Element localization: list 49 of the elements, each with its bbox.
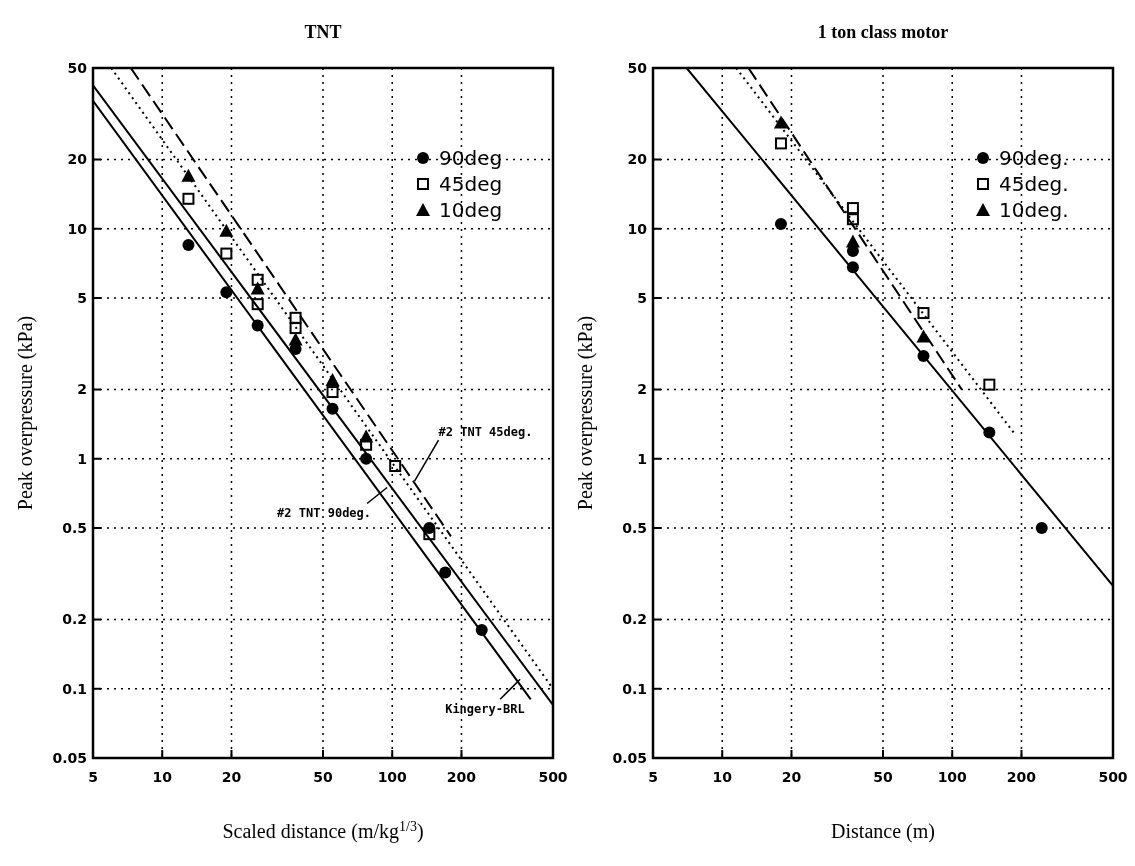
x-tick-label: 10 bbox=[711, 769, 732, 785]
y-tick-label: 0.05 bbox=[611, 749, 647, 766]
x-axis-title: Distance (m) bbox=[830, 820, 935, 843]
y-tick-label: 20 bbox=[67, 151, 88, 168]
x-tick-label: 5 bbox=[647, 769, 658, 785]
y-axis-title: Peak overpressure (kPa) bbox=[14, 315, 37, 511]
legend-label: 90deg bbox=[439, 146, 503, 170]
y-tick-label: 0.2 bbox=[62, 611, 87, 628]
x-tick-label: 50 bbox=[313, 769, 333, 785]
chart-title: 1 ton class motor bbox=[817, 22, 948, 42]
legend-label: 45deg. bbox=[998, 172, 1069, 196]
y-tick-label: 20 bbox=[627, 151, 647, 168]
y-tick-label: 0.1 bbox=[621, 680, 647, 697]
x-tick-label: 20 bbox=[781, 769, 801, 785]
x-tick-label: 100 bbox=[377, 769, 408, 785]
y-tick-label: 1 bbox=[636, 450, 647, 467]
y-tick-label: 50 bbox=[627, 59, 647, 76]
legend-label: 10deg. bbox=[998, 198, 1069, 222]
y-tick-label: 2 bbox=[636, 381, 647, 398]
x-tick-label: 20 bbox=[221, 769, 242, 785]
y-tick-label: 10 bbox=[627, 220, 647, 237]
y-tick-label: 1 bbox=[77, 450, 87, 467]
y-tick-label: 0.2 bbox=[621, 611, 647, 628]
x-tick-label: 10 bbox=[152, 769, 173, 785]
y-axis-title: Peak overpressure (kPa) bbox=[573, 315, 597, 511]
annotation: #2 TNT 45deg. bbox=[438, 425, 533, 440]
y-tick-label: 0.5 bbox=[62, 519, 87, 536]
x-tick-label: 200 bbox=[446, 769, 477, 785]
x-tick-label: 50 bbox=[872, 769, 893, 785]
legend-label: 10deg bbox=[439, 198, 503, 222]
x-tick-label: 100 bbox=[937, 769, 967, 785]
annotation: Kingery-BRL bbox=[445, 702, 525, 717]
y-tick-label: 2 bbox=[77, 381, 87, 398]
legend-label: 90deg. bbox=[998, 146, 1069, 170]
y-tick-label: 5 bbox=[636, 289, 647, 306]
y-tick-label: 0.5 bbox=[621, 519, 647, 536]
y-tick-label: 10 bbox=[67, 220, 88, 237]
y-tick-label: 5 bbox=[77, 289, 87, 306]
chart-title: TNT bbox=[304, 22, 342, 42]
x-tick-label: 200 bbox=[1006, 769, 1036, 785]
x-tick-label: 500 bbox=[1097, 769, 1128, 785]
y-tick-label: 0.05 bbox=[52, 749, 87, 766]
legend-label: 45deg bbox=[439, 172, 503, 196]
y-tick-label: 0.1 bbox=[62, 680, 87, 697]
annotation: #2 TNT 90deg. bbox=[277, 506, 372, 521]
x-tick-label: 5 bbox=[88, 769, 98, 785]
x-tick-label: 500 bbox=[538, 769, 568, 785]
y-tick-label: 50 bbox=[67, 59, 88, 76]
x-axis-title: Scaled distance (m/kg$^{1/3}$) bbox=[222, 818, 424, 843]
